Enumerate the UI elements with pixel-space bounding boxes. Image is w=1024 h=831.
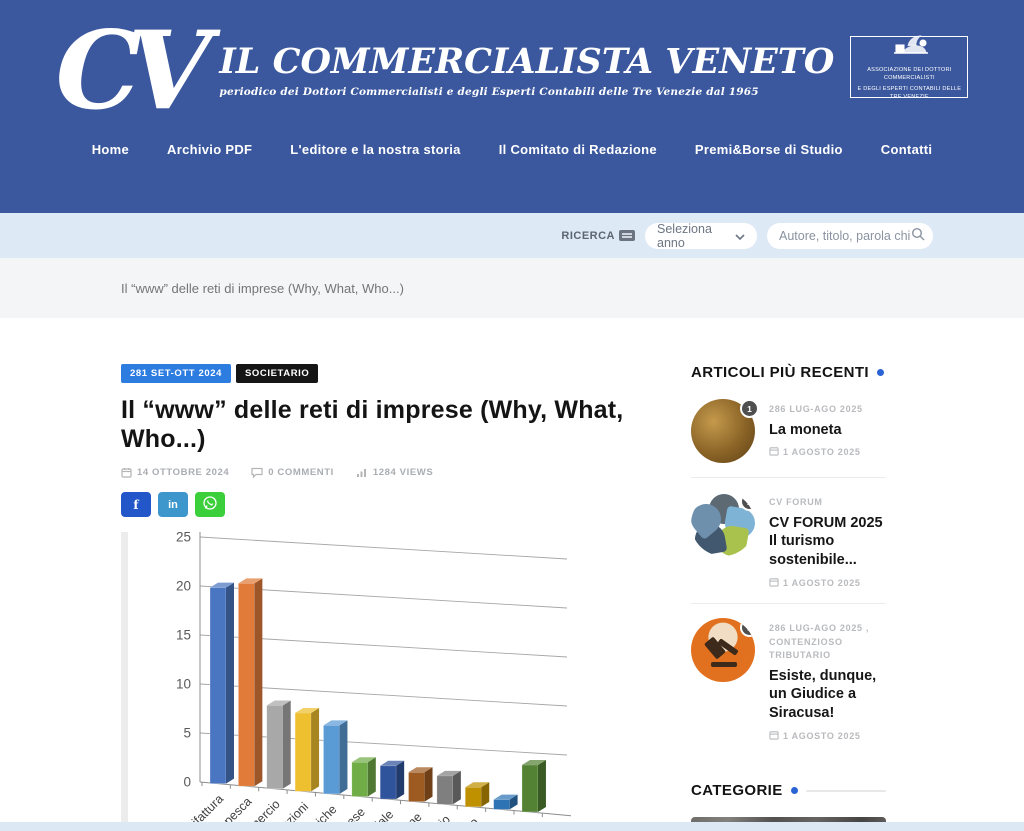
article-thumbnail[interactable]: 1 [691, 399, 759, 463]
category-badge[interactable]: SOCIETARIO [235, 364, 319, 383]
association-text-line1: ASSOCIAZIONE DEI DOTTORI COMMERCIALISTI [867, 66, 952, 82]
calendar-icon [769, 446, 779, 458]
recent-articles-heading: ARTICOLI PIÙ RECENTI [691, 364, 870, 381]
article-title[interactable]: Esiste, dunque, un Giudice a Siracusa! [769, 667, 877, 722]
share-facebook-button[interactable]: f [121, 492, 151, 517]
issue-badge[interactable]: 281 SET-OTT 2024 [121, 364, 231, 383]
site-title: IL COMMERCIALISTA VENETO [219, 41, 835, 82]
search-icon[interactable] [911, 227, 925, 244]
calendar-icon [769, 730, 779, 742]
share-linkedin-button[interactable]: in [158, 492, 188, 517]
article-category: 286 LUG-AGO 2025 , CONTENZIOSO TRIBUTARI… [769, 623, 870, 661]
search-label: RICERCA [561, 229, 615, 242]
svg-text:20: 20 [176, 579, 191, 594]
article-content: 281 SET-OTT 2024 SOCIETARIO Il “www” del… [121, 364, 631, 831]
nav-contatti[interactable]: Contatti [880, 141, 933, 157]
svg-text:15: 15 [176, 628, 191, 643]
recent-article-1[interactable]: 1 286 LUG-AGO 2025 La moneta 1 AGOSTO 20… [691, 399, 886, 478]
article-chart-image: 0510152025Manifatturasilvicoltura, pesca… [121, 532, 571, 831]
article-title: Il “www” delle reti di imprese (Why, Wha… [121, 396, 624, 453]
recent-article-3[interactable]: 3 286 LUG-AGO 2025 , CONTENZIOSO TRIBUTA… [691, 618, 886, 756]
main-nav: Home Archivio PDF L'editore e la nostra … [0, 142, 1024, 157]
year-select[interactable]: Seleziona anno [645, 221, 757, 250]
footer-edge [0, 822, 1024, 831]
main-area: 281 SET-OTT 2024 SOCIETARIO Il “www” del… [0, 318, 1024, 831]
search-bar: RICERCA Seleziona anno [0, 213, 1024, 258]
categories-heading: CATEGORIE [691, 782, 783, 800]
article-thumbnail[interactable]: 2 [691, 492, 755, 556]
association-logo: ASSOCIAZIONE DEI DOTTORI COMMERCIALISTI … [850, 33, 969, 100]
article-comments: 0 COMMENTI [251, 467, 334, 478]
whatsapp-icon [202, 495, 218, 514]
nav-archivio-pdf[interactable]: Archivio PDF [167, 141, 253, 157]
heading-dot-icon [877, 369, 885, 376]
year-select-value: Seleziona anno [657, 221, 712, 250]
association-text-line2: E DEGLI ESPERTI CONTABILI DELLE TRE VENE… [857, 85, 962, 100]
site-header: CV IL COMMERCIALISTA VENETO periodico de… [0, 0, 1024, 213]
search-field-wrap [767, 222, 933, 249]
recent-article-2[interactable]: 2 CV FORUM CV FORUM 2025 Il turismo sost… [691, 492, 886, 605]
article-views: 1284 VIEWS [356, 467, 433, 478]
article-date: 14 OTTOBRE 2024 [121, 467, 229, 478]
svg-text:25: 25 [176, 532, 191, 545]
nav-editore-storia[interactable]: L'editore e la nostra storia [290, 141, 461, 157]
svg-text:5: 5 [183, 726, 191, 741]
rank-badge: 2 [740, 492, 755, 511]
breadcrumb-bar: Il “www” delle reti di imprese (Why, Wha… [0, 258, 1024, 318]
chevron-down-icon [735, 229, 745, 243]
gavel-icon [704, 637, 738, 668]
article-title[interactable]: La moneta [769, 421, 842, 438]
heading-dot-icon [790, 787, 798, 795]
calendar-icon [121, 467, 132, 478]
nav-home[interactable]: Home [91, 141, 130, 157]
article-title[interactable]: CV FORUM 2025 Il turismo sostenibile... [769, 514, 883, 569]
comments-icon [251, 467, 263, 478]
rank-badge: 3 [740, 618, 755, 638]
calendar-icon [769, 577, 779, 589]
search-settings-icon [619, 230, 635, 241]
svg-text:0: 0 [183, 775, 191, 790]
site-subtitle: periodico dei Dottori Commercialisti e d… [219, 86, 759, 98]
bar-chart: 0510152025Manifatturasilvicoltura, pesca… [172, 532, 571, 831]
article-category: CV FORUM [769, 497, 823, 507]
nav-premi-borse[interactable]: Premi&Borse di Studio [694, 141, 843, 157]
rank-badge: 1 [740, 399, 759, 418]
share-whatsapp-button[interactable] [195, 492, 225, 517]
search-input[interactable] [779, 228, 911, 243]
svg-text:10: 10 [176, 677, 191, 692]
cv-logo: CV [55, 8, 212, 134]
article-category: 286 LUG-AGO 2025 [769, 404, 863, 414]
masthead: CV IL COMMERCIALISTA VENETO periodico de… [0, 0, 1024, 134]
views-icon [356, 467, 368, 478]
breadcrumb: Il “www” delle reti di imprese (Why, Wha… [121, 280, 404, 296]
winged-lion-icon [888, 33, 930, 64]
facebook-icon: f [133, 497, 139, 512]
article-thumbnail[interactable]: 3 [691, 618, 755, 683]
linkedin-icon: in [168, 498, 178, 511]
nav-comitato-redazione[interactable]: Il Comitato di Redazione [498, 141, 657, 157]
sidebar: ARTICOLI PIÙ RECENTI 1 286 LUG-AGO 2025 … [691, 364, 886, 831]
